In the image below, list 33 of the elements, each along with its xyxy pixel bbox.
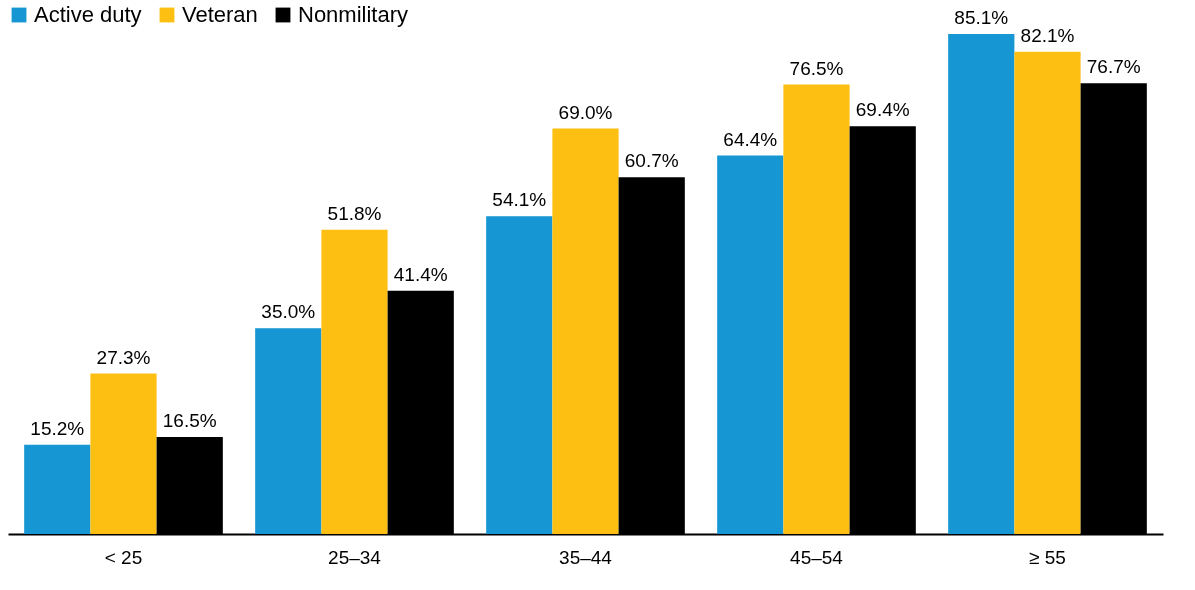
data-label: 51.8% — [327, 202, 382, 224]
bar — [1014, 51, 1081, 534]
data-label: 41.4% — [393, 263, 448, 285]
data-label: 16.5% — [162, 410, 217, 432]
bar — [783, 84, 850, 534]
bar — [717, 155, 784, 534]
bar — [24, 444, 91, 534]
data-label: 82.1% — [1020, 24, 1075, 46]
bar — [255, 328, 322, 534]
data-label: 35.0% — [261, 301, 316, 323]
x-tick-label: 25–34 — [328, 546, 382, 568]
data-label: 64.4% — [723, 128, 778, 150]
x-tick-label: 45–54 — [790, 546, 844, 568]
x-tick-label: < 25 — [104, 546, 143, 568]
bar — [90, 373, 157, 534]
data-label: 69.0% — [558, 101, 613, 123]
legend-label: Active duty — [34, 2, 142, 27]
data-label: 15.2% — [30, 417, 85, 439]
data-label: 60.7% — [624, 150, 679, 172]
legend-label: Veteran — [182, 2, 258, 27]
data-label: 76.7% — [1086, 56, 1141, 78]
x-tick-label: 35–44 — [559, 546, 613, 568]
data-label: 76.5% — [789, 57, 844, 79]
data-label: 54.1% — [492, 189, 547, 211]
bar — [552, 128, 619, 534]
legend-label: Nonmilitary — [298, 2, 409, 27]
bar — [321, 229, 388, 534]
bar — [948, 34, 1015, 534]
data-label: 27.3% — [96, 346, 151, 368]
bar — [486, 216, 553, 534]
data-label: 69.4% — [855, 99, 910, 121]
data-label: 85.1% — [954, 7, 1009, 28]
x-tick-label: ≥ 55 — [1029, 546, 1066, 568]
